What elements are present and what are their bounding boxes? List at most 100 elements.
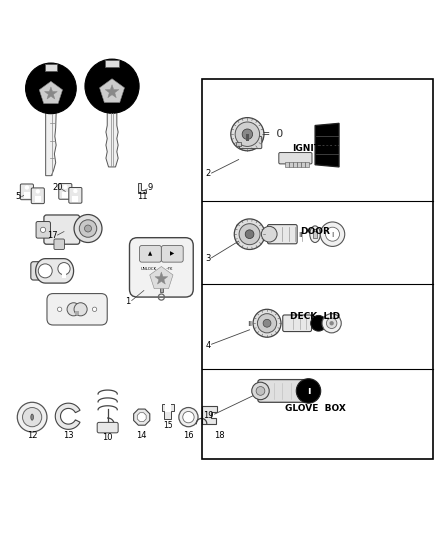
Circle shape bbox=[235, 122, 260, 147]
Text: 16: 16 bbox=[183, 431, 194, 440]
Text: 20: 20 bbox=[52, 183, 63, 192]
Circle shape bbox=[25, 185, 29, 190]
Text: 3: 3 bbox=[205, 254, 211, 263]
Bar bbox=[237, 142, 241, 146]
Text: = O: = O bbox=[263, 129, 284, 139]
Bar bbox=[297, 161, 301, 167]
Circle shape bbox=[252, 382, 269, 400]
Polygon shape bbox=[150, 266, 173, 288]
Text: ▲: ▲ bbox=[148, 252, 152, 256]
Bar bbox=[305, 161, 309, 167]
Polygon shape bbox=[55, 403, 80, 430]
Circle shape bbox=[40, 227, 46, 232]
Polygon shape bbox=[134, 409, 150, 425]
Text: DECK  LID: DECK LID bbox=[290, 312, 340, 321]
Circle shape bbox=[311, 316, 326, 331]
Text: IGNITION: IGNITION bbox=[292, 144, 339, 153]
Circle shape bbox=[296, 379, 321, 403]
Polygon shape bbox=[201, 406, 217, 424]
Polygon shape bbox=[106, 112, 118, 167]
Circle shape bbox=[263, 319, 271, 327]
Polygon shape bbox=[155, 272, 168, 284]
Polygon shape bbox=[99, 79, 124, 102]
Circle shape bbox=[234, 219, 265, 249]
Circle shape bbox=[63, 185, 67, 189]
Bar bbox=[201, 79, 433, 458]
Text: 19: 19 bbox=[203, 411, 213, 421]
Bar bbox=[313, 231, 317, 238]
Circle shape bbox=[239, 224, 260, 245]
Text: ıı: ıı bbox=[247, 319, 252, 328]
Polygon shape bbox=[45, 87, 57, 99]
Circle shape bbox=[258, 313, 277, 333]
Circle shape bbox=[74, 215, 102, 243]
Bar bbox=[301, 161, 305, 167]
Text: 5: 5 bbox=[15, 192, 21, 201]
Circle shape bbox=[231, 118, 264, 151]
Circle shape bbox=[320, 222, 345, 246]
FancyBboxPatch shape bbox=[69, 188, 82, 203]
Bar bbox=[290, 161, 293, 167]
Text: 18: 18 bbox=[214, 431, 224, 440]
Polygon shape bbox=[35, 259, 74, 283]
Text: 14: 14 bbox=[137, 431, 147, 440]
Text: 4: 4 bbox=[205, 341, 211, 350]
Text: ı: ı bbox=[307, 386, 310, 396]
Bar bbox=[72, 196, 78, 202]
FancyBboxPatch shape bbox=[44, 215, 80, 244]
Circle shape bbox=[329, 321, 334, 326]
Ellipse shape bbox=[31, 414, 33, 420]
Circle shape bbox=[58, 263, 70, 275]
Polygon shape bbox=[39, 82, 63, 103]
FancyBboxPatch shape bbox=[130, 238, 193, 297]
Circle shape bbox=[38, 264, 52, 278]
Bar bbox=[246, 134, 249, 141]
Circle shape bbox=[85, 225, 92, 232]
FancyBboxPatch shape bbox=[240, 136, 262, 149]
Text: 9: 9 bbox=[148, 183, 152, 192]
Text: 2: 2 bbox=[205, 169, 211, 179]
FancyBboxPatch shape bbox=[36, 222, 50, 238]
Circle shape bbox=[64, 412, 73, 421]
Circle shape bbox=[261, 227, 277, 242]
FancyBboxPatch shape bbox=[31, 262, 50, 280]
FancyBboxPatch shape bbox=[237, 224, 254, 244]
Text: ~TK: ~TK bbox=[166, 266, 173, 271]
Bar bbox=[293, 161, 297, 167]
Circle shape bbox=[245, 230, 254, 239]
Circle shape bbox=[74, 303, 87, 316]
Circle shape bbox=[92, 307, 97, 311]
Bar bbox=[105, 60, 119, 67]
Bar bbox=[24, 192, 30, 198]
Circle shape bbox=[322, 313, 341, 333]
Text: ▶: ▶ bbox=[170, 252, 174, 256]
Bar bbox=[286, 161, 289, 167]
Ellipse shape bbox=[310, 226, 320, 243]
FancyBboxPatch shape bbox=[59, 183, 72, 199]
Circle shape bbox=[35, 189, 40, 193]
FancyBboxPatch shape bbox=[140, 246, 161, 262]
Circle shape bbox=[25, 63, 76, 114]
Bar bbox=[75, 311, 79, 316]
Text: 11: 11 bbox=[138, 192, 148, 201]
Circle shape bbox=[183, 411, 194, 423]
Circle shape bbox=[85, 59, 139, 113]
Bar bbox=[165, 403, 170, 413]
Circle shape bbox=[253, 309, 281, 337]
Circle shape bbox=[73, 189, 78, 193]
Text: 1: 1 bbox=[125, 297, 130, 306]
Polygon shape bbox=[105, 85, 119, 98]
Bar bbox=[62, 192, 68, 198]
Circle shape bbox=[22, 408, 42, 427]
Bar bbox=[35, 196, 41, 203]
FancyBboxPatch shape bbox=[54, 239, 64, 249]
Circle shape bbox=[57, 307, 62, 311]
FancyBboxPatch shape bbox=[279, 152, 312, 164]
Circle shape bbox=[17, 402, 47, 432]
Circle shape bbox=[79, 220, 97, 237]
FancyBboxPatch shape bbox=[161, 246, 183, 262]
Circle shape bbox=[179, 408, 198, 427]
Text: 17: 17 bbox=[47, 231, 57, 240]
Bar bbox=[62, 267, 66, 278]
Text: 10: 10 bbox=[102, 433, 113, 442]
